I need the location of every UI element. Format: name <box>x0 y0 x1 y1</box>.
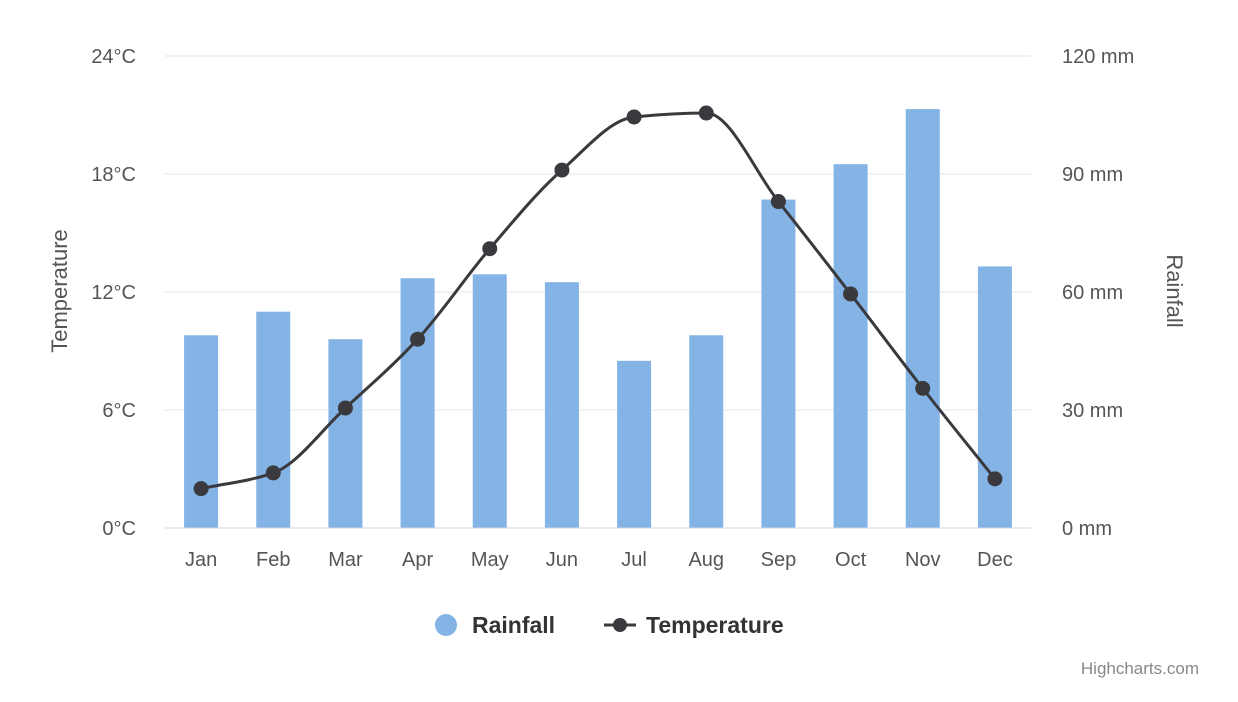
rainfall-bar <box>328 339 363 528</box>
x-tick-label: Aug <box>688 549 724 571</box>
y-left-tick-label: 0°C <box>102 518 136 540</box>
temperature-point <box>770 194 786 210</box>
y-right-tick-label: 90 mm <box>1062 164 1123 186</box>
legend-item-temperature[interactable]: Temperature <box>604 612 784 638</box>
rainfall-bar <box>977 266 1012 528</box>
legend: Rainfall Temperature <box>435 612 784 638</box>
y-right-tick-label: 120 mm <box>1062 46 1134 68</box>
x-tick-label: Feb <box>256 549 290 571</box>
x-tick-label: Sep <box>761 549 797 571</box>
rainfall-bar <box>544 282 579 528</box>
legend-temperature-marker <box>613 618 627 632</box>
rainfall-bar <box>184 335 219 528</box>
temperature-point <box>410 331 426 347</box>
y-right-tick-label: 60 mm <box>1062 282 1123 304</box>
y-left-tick-label: 18°C <box>91 164 136 186</box>
legend-item-rainfall[interactable]: Rainfall <box>435 612 555 638</box>
temperature-line <box>193 105 1003 497</box>
rainfall-bar <box>472 274 507 528</box>
temperature-point <box>626 109 642 125</box>
y-left-tick-label: 24°C <box>91 46 136 68</box>
temperature-point <box>843 286 859 302</box>
x-tick-label: Jun <box>546 549 578 571</box>
x-tick-label: Apr <box>402 549 433 571</box>
legend-temperature-label: Temperature <box>646 612 784 638</box>
temperature-point <box>554 162 570 178</box>
gridlines <box>165 55 1031 411</box>
rainfall-bar <box>400 278 435 528</box>
rainfall-bar <box>833 164 868 528</box>
rainfall-bars <box>184 109 1012 529</box>
y-axis-right-title: Rainfall <box>1162 254 1187 327</box>
x-tick-label: Jul <box>621 549 647 571</box>
legend-rainfall-symbol <box>435 614 457 636</box>
x-tick-label: Mar <box>328 549 363 571</box>
temperature-line-path <box>200 111 997 491</box>
credits-link[interactable]: Highcharts.com <box>1081 659 1199 678</box>
rainfall-bar <box>689 335 724 528</box>
temperature-point <box>698 105 714 121</box>
x-tick-label: May <box>471 549 509 571</box>
rainfall-bar <box>905 109 940 528</box>
rainfall-bar <box>761 199 796 529</box>
y-axis-left-title: Temperature <box>47 229 72 353</box>
x-tick-label: Oct <box>835 549 867 571</box>
temperature-point <box>482 241 498 257</box>
temperature-point <box>987 471 1003 487</box>
y-left-tick-label: 12°C <box>91 282 136 304</box>
rainfall-bar <box>256 311 291 528</box>
temperature-point <box>915 380 931 396</box>
temperature-point <box>265 465 281 481</box>
x-tick-label: Nov <box>905 549 941 571</box>
y-axis-left-ticks: 0°C 6°C 12°C 18°C 24°C <box>91 46 136 540</box>
y-axis-right-ticks: 0 mm 30 mm 60 mm 90 mm 120 mm <box>1062 46 1134 540</box>
x-tick-label: Dec <box>977 549 1013 571</box>
temperature-point <box>337 400 353 416</box>
y-right-tick-label: 30 mm <box>1062 400 1123 422</box>
rainfall-bar <box>617 360 652 528</box>
y-right-tick-label: 0 mm <box>1062 518 1112 540</box>
legend-rainfall-label: Rainfall <box>472 612 555 638</box>
x-tick-label: Jan <box>185 549 217 571</box>
temperature-point <box>193 481 209 497</box>
y-left-tick-label: 6°C <box>102 400 136 422</box>
x-axis-ticks: Jan Feb Mar Apr May Jun Jul Aug Sep Oct Nov Dec <box>185 549 1013 571</box>
